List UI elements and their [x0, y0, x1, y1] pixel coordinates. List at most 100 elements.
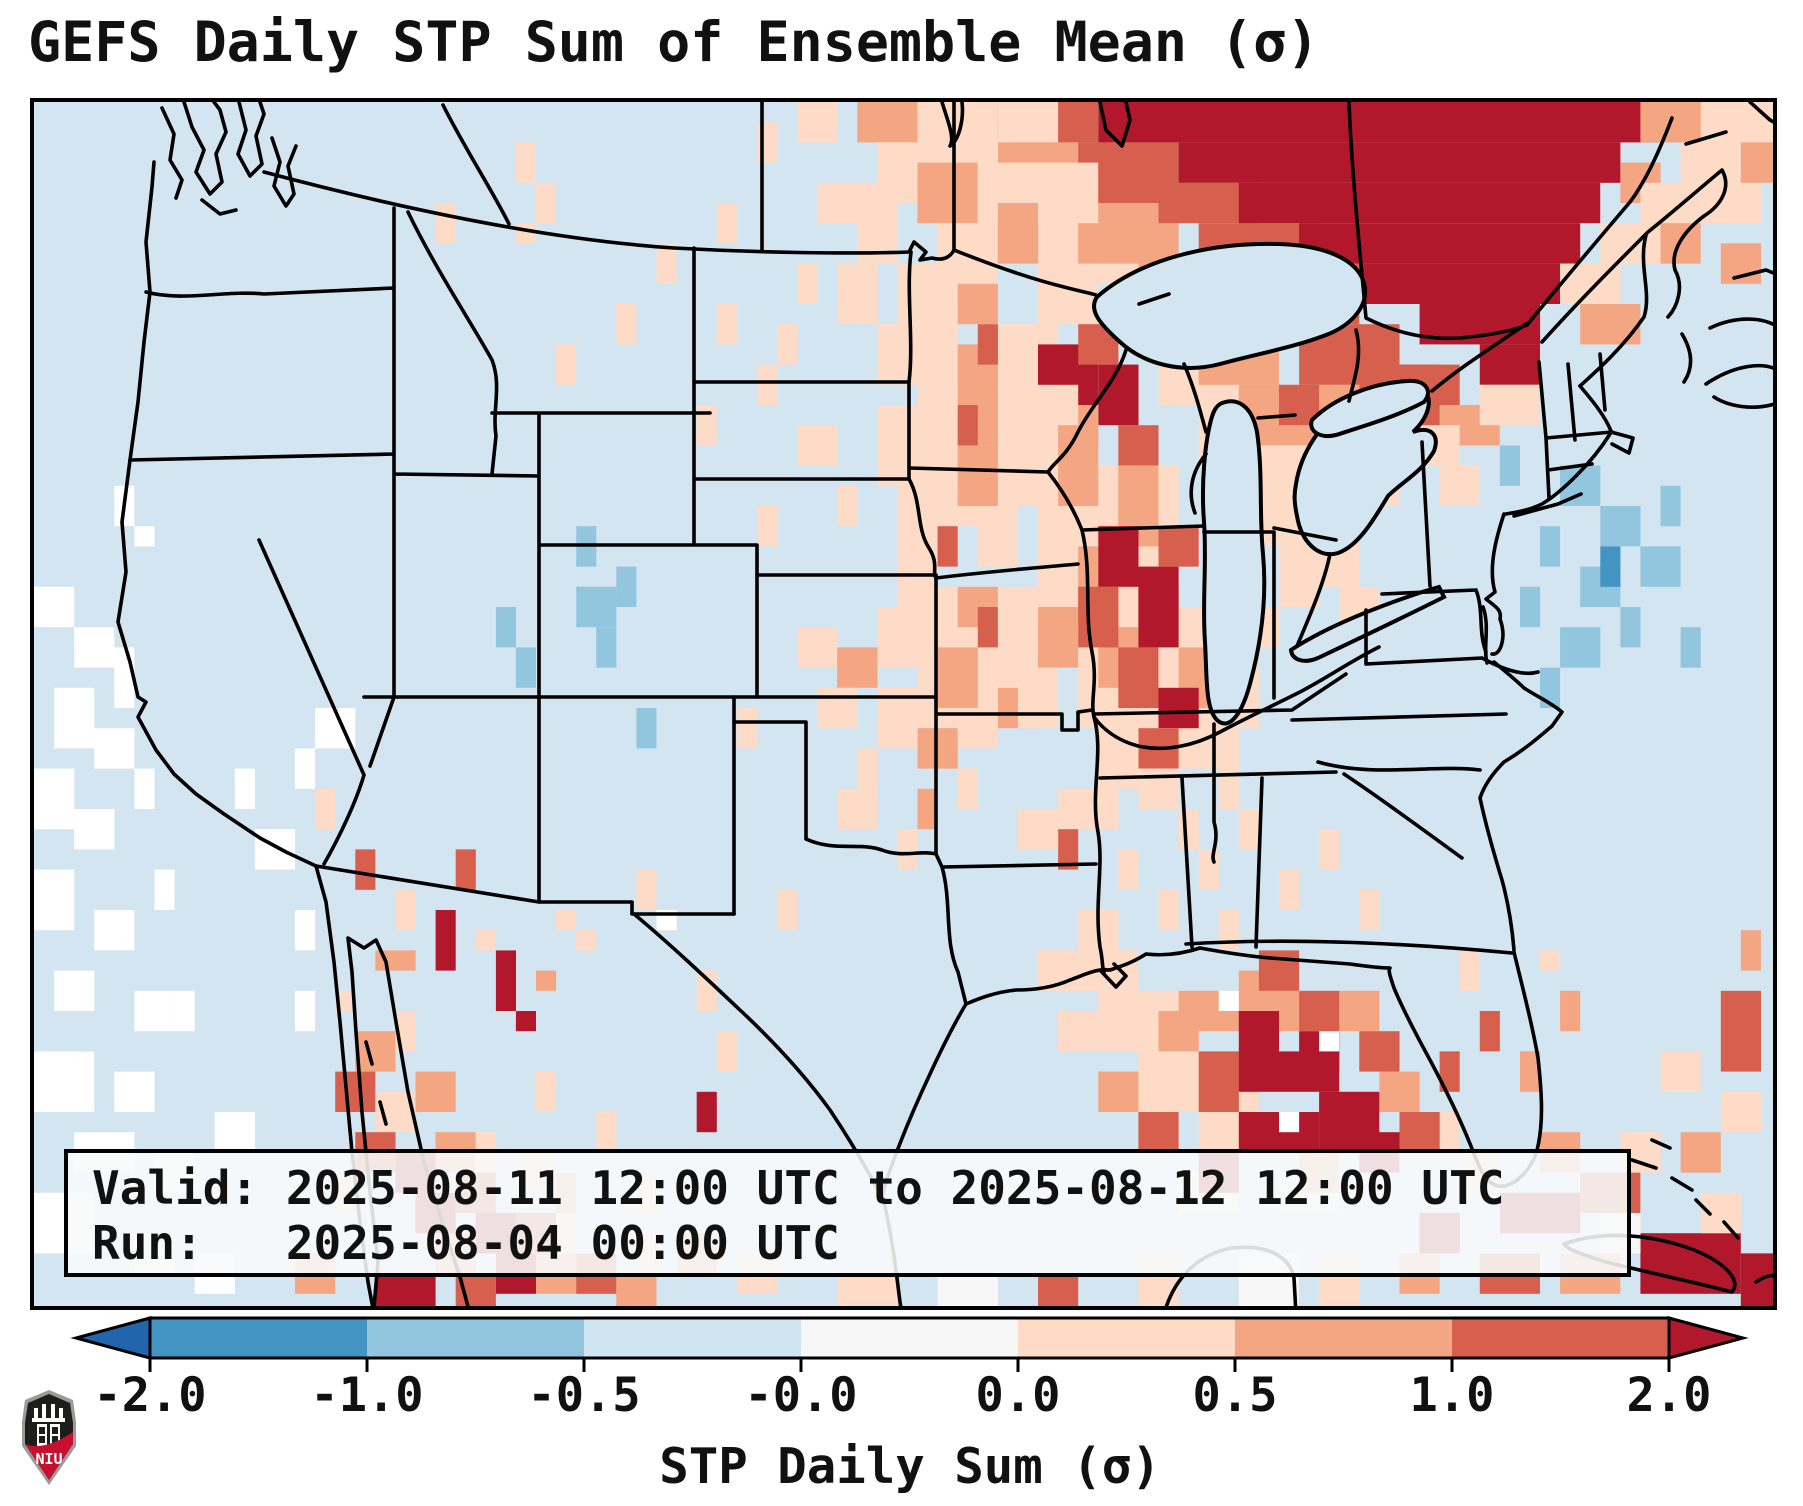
coastlines-and-borders	[116, 102, 1773, 1306]
lake-channels	[1137, 292, 1432, 648]
mexico-border-west	[314, 864, 736, 916]
heat-cell	[977, 607, 998, 648]
heat-cell	[957, 768, 978, 809]
puget-sound-coast	[160, 102, 298, 216]
heat-cell	[576, 930, 597, 951]
heat-cell	[616, 566, 637, 607]
heat-cell	[94, 910, 135, 951]
heat-cell	[1279, 869, 1300, 910]
heat-cell	[1479, 344, 1540, 385]
heat-cell	[1640, 1233, 1741, 1294]
heat-cell	[1399, 1112, 1440, 1153]
heat-cell	[1439, 1051, 1460, 1092]
heat-cell	[1299, 990, 1340, 1032]
st-lawrence-river	[1430, 116, 1728, 393]
heat-cell	[1158, 687, 1199, 729]
heat-cell	[1058, 829, 1079, 870]
heat-cell	[435, 203, 456, 244]
heat-cell	[957, 283, 998, 325]
great-lakes	[1091, 241, 1447, 726]
heat-cell	[937, 1273, 998, 1306]
heat-cell	[837, 485, 858, 527]
heat-cell	[54, 970, 95, 1011]
heat-cell	[114, 1071, 155, 1112]
heat-cell	[1379, 1071, 1420, 1112]
heat-cell	[917, 162, 978, 224]
heat-cell	[897, 546, 918, 587]
heat-cell	[1098, 788, 1119, 830]
heat-cell	[777, 324, 798, 365]
heat-cell	[1238, 1011, 1279, 1092]
heat-cell	[1680, 142, 1741, 183]
heat-cell	[335, 990, 356, 1011]
heat-cell	[957, 445, 998, 506]
heat-cell	[1218, 990, 1239, 1011]
colorbar-segment	[367, 1318, 585, 1358]
heat-cell	[917, 304, 958, 385]
heat-cell	[736, 708, 757, 749]
heat-cell	[1560, 627, 1601, 668]
heat-cell	[756, 506, 777, 547]
heat-cell	[1038, 1273, 1079, 1306]
heat-cell	[335, 1071, 376, 1112]
heat-cell	[977, 506, 1018, 567]
heat-cell	[1479, 1011, 1500, 1052]
heat-cell	[1580, 304, 1641, 345]
run-time-text: Run: 2025-08-04 00:00 UTC	[92, 1216, 840, 1270]
heat-cell	[1038, 162, 1099, 224]
heat-cell	[797, 102, 838, 143]
heat-cell	[1218, 910, 1239, 951]
heat-cell	[536, 1071, 557, 1112]
heat-cell	[1218, 768, 1239, 809]
heat-cell	[295, 990, 316, 1032]
heat-cell	[636, 869, 657, 910]
heat-cell	[1319, 829, 1340, 870]
heat-cell	[997, 586, 1039, 628]
heat-cell	[957, 405, 978, 446]
heat-cell	[1118, 647, 1159, 708]
heat-cell	[375, 1273, 436, 1306]
heat-cell	[395, 889, 416, 931]
colorbar-tick-label: 2.0	[1626, 1368, 1712, 1423]
heat-cell	[295, 748, 316, 789]
colorbar-tick-label: 0.5	[1192, 1368, 1278, 1423]
heat-cell	[556, 910, 577, 931]
heat-cell	[1540, 526, 1561, 567]
niu-logo: NIU	[22, 1390, 76, 1485]
heat-cell	[1560, 990, 1581, 1032]
caribbean-coastlines	[1164, 1138, 1773, 1306]
heat-cell	[877, 405, 918, 486]
maine-border	[1578, 233, 1649, 388]
heat-cell	[1017, 667, 1059, 729]
provincial-borders	[441, 102, 1529, 341]
state-borders-plains	[732, 250, 1098, 1006]
colorbar-segment	[1018, 1318, 1236, 1358]
colorbar-frame	[148, 1316, 1671, 1360]
heat-cell	[837, 1273, 898, 1306]
heat-cell	[1660, 1051, 1701, 1092]
heat-cell	[74, 627, 115, 668]
heat-cell	[1740, 142, 1773, 183]
heat-cell	[1138, 566, 1179, 648]
heat-cell	[1017, 809, 1059, 850]
heat-cell	[1600, 506, 1641, 547]
colorbar-axis-label: STP Daily Sum (σ)	[659, 1438, 1161, 1495]
heat-cell	[94, 728, 135, 769]
colorbar-left-arrow	[70, 1316, 152, 1360]
atlantic-coastline	[1478, 384, 1635, 952]
heat-cell	[756, 122, 777, 163]
heat-cell	[1158, 1011, 1199, 1052]
heat-cell	[756, 364, 777, 405]
heat-cell	[1540, 667, 1561, 708]
heat-cell	[997, 102, 1059, 143]
heat-cell	[997, 203, 1039, 264]
colorbar-tick-label: -0.5	[527, 1368, 641, 1423]
state-borders-midwest	[1046, 348, 1381, 864]
heat-cell	[1058, 1011, 1099, 1052]
colorbar-segment	[801, 1318, 1019, 1358]
heat-cell	[1499, 445, 1520, 486]
heat-cell	[857, 748, 878, 789]
heat-cell	[515, 142, 536, 183]
heat-cell	[837, 647, 878, 688]
timestamp-info-box: Valid: 2025-08-11 12:00 UTC to 2025-08-1…	[64, 1149, 1631, 1277]
